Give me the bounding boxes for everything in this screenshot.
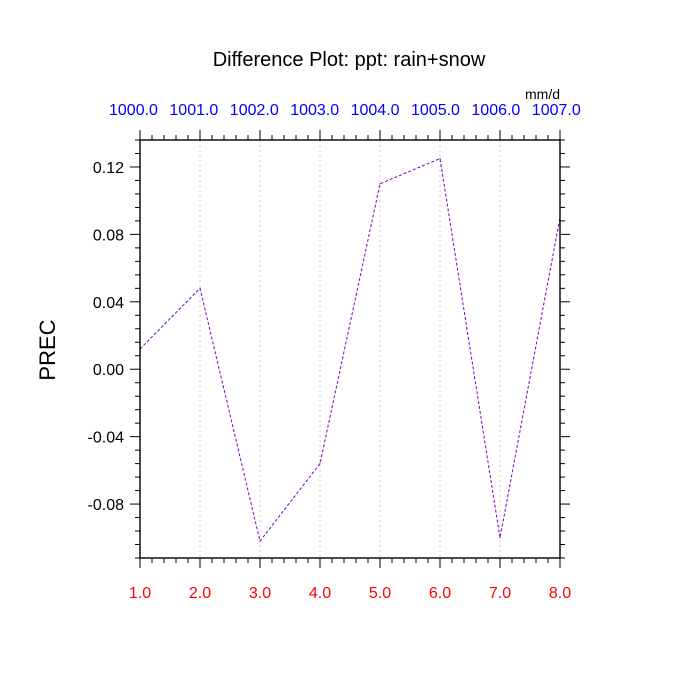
axis-ticks bbox=[130, 130, 570, 568]
plot-border bbox=[139, 139, 561, 559]
top-tick-label: 1000.0 bbox=[109, 102, 158, 119]
y-tick-label: 0.04 bbox=[93, 295, 124, 312]
grid-lines bbox=[199, 140, 501, 558]
x-tick-label: 8.0 bbox=[549, 585, 571, 602]
top-tick-label: 1003.0 bbox=[290, 102, 339, 119]
y-tick-label: 0.12 bbox=[93, 160, 124, 177]
y-tick-label: -0.04 bbox=[88, 430, 125, 447]
data-point bbox=[439, 157, 441, 160]
top-tick-label: 1007.0 bbox=[532, 102, 581, 119]
x-tick-label: 3.0 bbox=[249, 585, 271, 602]
y-tick-label: -0.08 bbox=[88, 497, 125, 514]
x-tick-label: 7.0 bbox=[489, 585, 511, 602]
x-tick-label: 2.0 bbox=[189, 585, 211, 602]
x-tick-label: 1.0 bbox=[129, 585, 151, 602]
x-tick-label: 6.0 bbox=[429, 585, 451, 602]
y-axis-label: PREC bbox=[35, 319, 60, 380]
data-point bbox=[379, 183, 381, 185]
top-tick-label: 1001.0 bbox=[169, 102, 218, 119]
top-tick-label: 1005.0 bbox=[411, 102, 460, 119]
top-tick-label: 1002.0 bbox=[230, 102, 279, 119]
x-tick-label: 5.0 bbox=[369, 585, 391, 602]
data-point bbox=[499, 537, 501, 539]
data-point bbox=[199, 287, 201, 289]
units-label: mm/d bbox=[525, 86, 560, 102]
chart-title: Difference Plot: ppt: rain+snow bbox=[213, 49, 486, 71]
series-line bbox=[139, 157, 561, 543]
tick-labels: -0.08 -0.04 0.00 0.04 0.08 0.12 1.0 2.0 3.0 4.0 5.… bbox=[88, 102, 581, 602]
data-point bbox=[259, 540, 261, 542]
top-tick-label: 1006.0 bbox=[471, 102, 520, 119]
plot-frame bbox=[139, 139, 561, 559]
data-point bbox=[319, 463, 321, 465]
x-tick-label: 4.0 bbox=[309, 585, 331, 602]
top-tick-label: 1004.0 bbox=[351, 102, 400, 119]
y-tick-label: 0.00 bbox=[93, 362, 124, 379]
y-tick-label: 0.08 bbox=[93, 227, 124, 244]
series-layer bbox=[139, 157, 561, 543]
